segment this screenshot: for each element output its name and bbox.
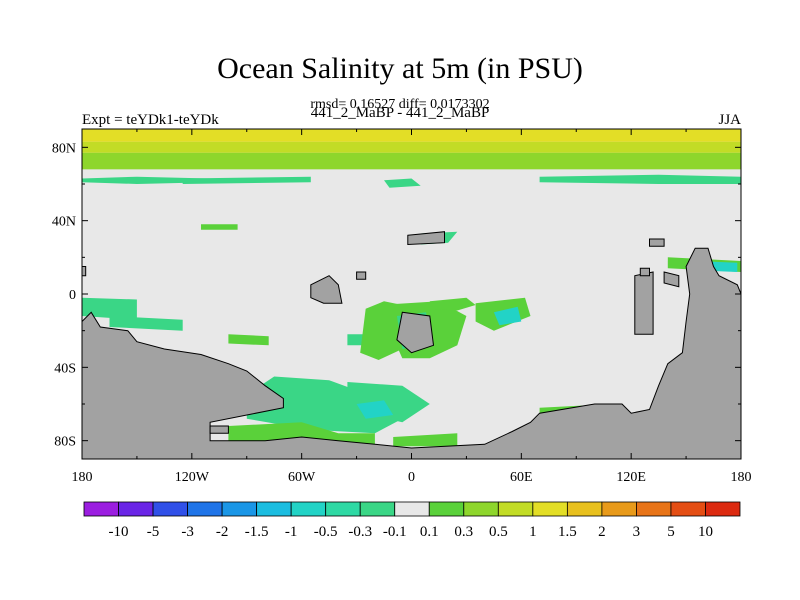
salinity-region-18 (246, 376, 403, 434)
land-mask-31 (356, 271, 367, 280)
colorbar-label-17: 10 (698, 524, 713, 540)
salinity-region-4 (182, 176, 311, 184)
colorbar-swatch-17 (670, 501, 706, 517)
land-mask-33 (407, 231, 445, 246)
colorbar-swatch-8 (359, 501, 396, 517)
salinity-band-0 (82, 129, 741, 142)
x-tick-label-2: 60W (288, 470, 316, 485)
colorbar-label-0: -10 (109, 524, 129, 540)
salinity-region-22 (393, 433, 458, 447)
salinity-region-8 (109, 316, 183, 331)
colorbar-swatch-1 (118, 501, 154, 517)
colorbar-label-14: 2 (598, 524, 606, 540)
x-tick-label-0: 180 (72, 470, 93, 485)
y-tick-label-1: 40N (52, 215, 76, 230)
salinity-region-20 (356, 400, 394, 419)
colorbar-swatch-16 (636, 501, 672, 517)
colorbar-label-16: 5 (667, 524, 675, 540)
colorbar-swatch-9 (394, 501, 430, 517)
land-mask-28 (82, 247, 741, 459)
salinity-region-6 (539, 174, 741, 184)
colorbar-swatch-14 (566, 501, 603, 517)
salinity-region-7 (82, 297, 137, 320)
y-tick-label-3: 40S (54, 361, 76, 376)
colorbar-label-3: -2 (216, 524, 229, 540)
colorbar-label-10: 0.3 (454, 524, 473, 540)
colorbar-swatch-15 (601, 501, 637, 517)
x-tick-label-1: 120W (175, 470, 210, 485)
salinity-region-17 (493, 306, 522, 326)
map-plot-area (82, 129, 741, 459)
colorbar-swatch-5 (256, 501, 292, 517)
salinity-band-2 (82, 152, 741, 170)
y-tick-label-2: 0 (69, 288, 76, 303)
land-mask-36 (663, 271, 680, 288)
y-tick-label-0: 80N (52, 141, 76, 156)
land-mask-37 (639, 267, 650, 277)
colorbar-swatch-4 (221, 501, 258, 517)
colorbar-label-6: -0.5 (314, 524, 338, 540)
colorbar-label-15: 3 (633, 524, 641, 540)
colorbar-swatch-7 (325, 501, 361, 517)
comparison-label: 441_2_MaBP - 441_2_MaBP (310, 105, 490, 121)
season-label: JJA (718, 112, 741, 128)
page-title: Ocean Salinity at 5m (in PSU) (217, 52, 583, 85)
colorbar-label-12: 1 (529, 524, 537, 540)
colorbar-label-1: -5 (147, 524, 160, 540)
x-tick-label-6: 180 (731, 470, 752, 485)
colorbar-swatch-0 (83, 501, 119, 517)
salinity-region-15 (429, 297, 476, 311)
colorbar-label-13: 1.5 (558, 524, 577, 540)
salinity-region-21 (228, 422, 375, 445)
colorbar-label-11: 0.5 (489, 524, 508, 540)
colorbar-swatch-2 (152, 501, 188, 517)
land-mask-30 (310, 275, 343, 304)
salinity-region-5 (384, 178, 421, 188)
colorbar-label-8: -0.1 (383, 524, 407, 540)
colorbar-swatch-13 (532, 501, 568, 517)
salinity-region-9 (228, 334, 269, 346)
x-tick-label-4: 60E (510, 470, 533, 485)
salinity-region-3 (82, 176, 211, 184)
colorbar-label-7: -0.3 (348, 524, 372, 540)
colorbar-label-4: -1.5 (245, 524, 269, 540)
land-mask-29 (82, 266, 87, 277)
colorbar-label-2: -3 (181, 524, 194, 540)
colorbar-swatch-3 (187, 501, 223, 517)
salinity-band-1 (82, 141, 741, 153)
colorbar-label-5: -1 (285, 524, 298, 540)
land-mask-38 (209, 425, 229, 434)
x-tick-label-3: 0 (408, 470, 415, 485)
colorbar-swatch-11 (463, 501, 499, 517)
salinity-region-25 (201, 224, 238, 230)
colorbar-swatch-18 (705, 501, 741, 517)
y-tick-label-4: 80S (54, 435, 76, 450)
colorbar-label-9: 0.1 (420, 524, 439, 540)
x-tick-label-5: 120E (616, 470, 646, 485)
land-mask-32 (396, 311, 435, 354)
experiment-label: Expt = teYDk1-teYDk (82, 112, 219, 128)
colorbar-swatch-6 (290, 501, 327, 517)
stats-line: rmsd= 0.16527 diff= 0.0173302 (310, 97, 490, 112)
land-mask-35 (649, 238, 665, 247)
colorbar-swatch-12 (497, 501, 534, 517)
colorbar-swatch-10 (428, 501, 465, 517)
